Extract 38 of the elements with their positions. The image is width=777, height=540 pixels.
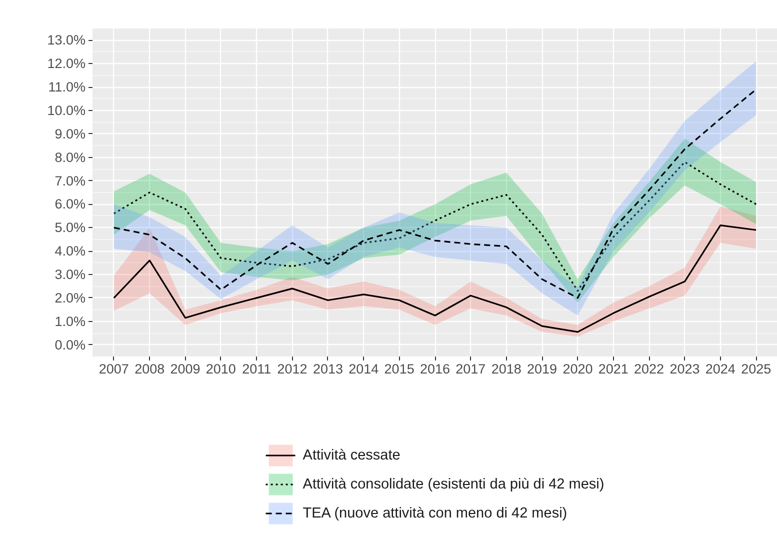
x-tick-label: 2025	[741, 362, 772, 376]
legend-label: Attività consolidate (esistenti da più di 42 mesi)	[302, 476, 604, 492]
x-tick-label: 2020	[562, 362, 593, 376]
y-tick-label: 9.0%	[54, 126, 86, 142]
x-tick-label: 2014	[348, 362, 380, 376]
x-tick-label: 2011	[242, 362, 272, 376]
y-tick-label: 8.0%	[54, 150, 86, 165]
x-tick-label: 2016	[420, 362, 450, 376]
y-tick-label: 13.0%	[47, 32, 86, 48]
y-tick-label: 11.0%	[48, 80, 86, 95]
x-tick-label: 2010	[206, 362, 236, 376]
x-tick-label: 2017	[456, 362, 486, 376]
x-tick-label: 2022	[634, 362, 664, 376]
legend-label: Attività cessate	[302, 447, 400, 463]
y-tick-label: 7.0%	[54, 173, 86, 188]
x-tick-label: 2019	[527, 362, 558, 376]
y-tick-label: 6.0%	[54, 196, 86, 212]
legend-label: TEA (nuove attività con meno di 42 mesi)	[302, 505, 568, 521]
x-tick-label: 2015	[384, 362, 414, 376]
x-tick-label: 2018	[491, 362, 522, 376]
y-tick-label: 10.0%	[47, 103, 86, 118]
y-tick-label: 1.0%	[54, 314, 86, 329]
x-tick-label: 2021	[598, 362, 628, 376]
x-tick-label: 2024	[705, 362, 736, 376]
x-tick-label: 2013	[312, 362, 343, 376]
x-tick-label: 2023	[670, 362, 700, 376]
line-series	[113, 88, 757, 299]
x-tick-label: 2009	[170, 362, 200, 376]
x-tick-label: 2008	[134, 362, 165, 376]
x-tick-label: 2007	[98, 362, 129, 376]
y-tick-label: 4.0%	[54, 244, 86, 259]
y-tick-label: 2.0%	[54, 290, 86, 306]
y-tick-label: 0.0%	[54, 337, 86, 352]
y-tick-label: 5.0%	[54, 220, 86, 236]
y-tick-label: 3.0%	[54, 267, 86, 282]
x-tick-label: 2012	[277, 362, 308, 376]
line-series	[113, 224, 757, 333]
y-tick-label: 12.0%	[47, 56, 86, 72]
